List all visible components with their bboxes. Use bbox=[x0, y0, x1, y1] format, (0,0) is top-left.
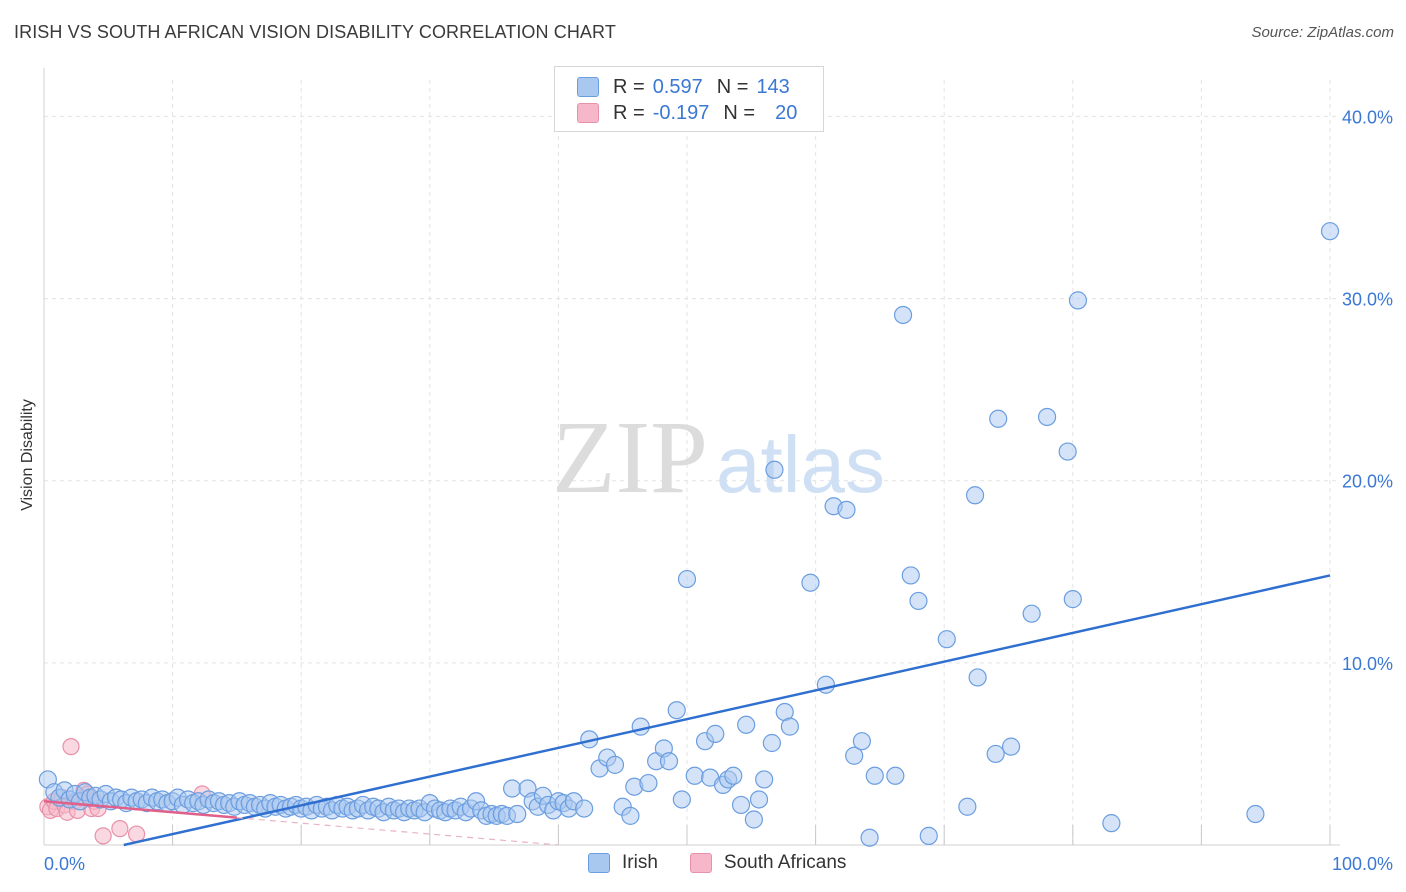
irish-point bbox=[1001, 737, 1021, 756]
legend-item-south-africans[interactable]: South Africans bbox=[689, 852, 847, 874]
irish-point bbox=[1037, 407, 1057, 427]
irish-point bbox=[731, 795, 751, 815]
irish-point bbox=[893, 305, 913, 325]
irish-point bbox=[986, 744, 1005, 764]
n-value: 143 bbox=[756, 75, 790, 98]
irish-point bbox=[801, 573, 820, 592]
irish-point bbox=[865, 766, 884, 785]
irish-point bbox=[706, 724, 725, 743]
irish-point bbox=[1058, 442, 1077, 461]
irish-point bbox=[852, 732, 871, 751]
irish-point bbox=[621, 806, 640, 825]
irish-point bbox=[1068, 291, 1088, 310]
south-africans-swatch bbox=[577, 103, 599, 123]
irish-point bbox=[886, 766, 905, 785]
y-tick-label: 20.0% bbox=[1342, 472, 1393, 492]
n-value: 20 bbox=[775, 101, 798, 124]
irish-point bbox=[762, 733, 781, 753]
legend-item-irish[interactable]: Irish bbox=[588, 852, 658, 874]
irish-point bbox=[845, 746, 864, 765]
tick-labels: 10.0% 20.0% 30.0% 40.0% 0.0% 100.0% bbox=[44, 107, 1393, 874]
irish-point bbox=[1063, 590, 1082, 609]
south-africans-trend-line bbox=[43, 800, 238, 819]
irish-point bbox=[1102, 814, 1121, 833]
irish-point bbox=[909, 591, 928, 611]
irish-point bbox=[901, 566, 920, 585]
irish-point bbox=[860, 828, 879, 847]
irish-point bbox=[724, 766, 743, 785]
watermark-zip: ZIP bbox=[552, 400, 708, 515]
irish-point bbox=[755, 770, 774, 789]
irish-point bbox=[508, 804, 527, 824]
irish-swatch bbox=[588, 853, 610, 873]
south-africans-trend-extension bbox=[236, 817, 559, 846]
source-credit: Source: ZipAtlas.com bbox=[1251, 24, 1394, 41]
irish-point bbox=[659, 752, 679, 771]
r-label: R = bbox=[613, 75, 645, 98]
x-tick-label: 100.0% bbox=[1332, 854, 1393, 874]
irish-point bbox=[667, 701, 686, 720]
irish-point bbox=[765, 460, 784, 479]
irish-point bbox=[937, 630, 956, 649]
correlation-legend: R = 0.597 N = 143 R = -0.197 N = 20 bbox=[554, 66, 824, 132]
south-africans-point bbox=[62, 738, 80, 756]
irish-point bbox=[737, 715, 756, 734]
trend-lines bbox=[43, 574, 1331, 847]
irish-point bbox=[989, 409, 1008, 428]
irish-point bbox=[639, 773, 658, 793]
irish-point bbox=[685, 766, 704, 785]
series-legend: Irish South Africans bbox=[588, 852, 878, 874]
y-tick-label: 40.0% bbox=[1342, 107, 1393, 127]
irish-trend-line bbox=[123, 574, 1331, 847]
axes bbox=[43, 68, 1340, 846]
legend-row-irish: R = 0.597 N = 143 bbox=[577, 73, 790, 101]
irish-point bbox=[968, 668, 987, 687]
watermark-atlas: atlas bbox=[716, 420, 885, 509]
irish-point bbox=[958, 797, 977, 816]
r-label: R = bbox=[613, 101, 645, 124]
south-africans-point bbox=[94, 827, 112, 845]
irish-point bbox=[677, 569, 697, 589]
watermark: ZIP atlas bbox=[552, 400, 885, 515]
x-tick-label: 0.0% bbox=[44, 854, 85, 874]
y-tick-label: 30.0% bbox=[1342, 290, 1393, 310]
irish-point bbox=[575, 799, 594, 818]
irish-point bbox=[965, 486, 985, 505]
irish-point bbox=[837, 500, 856, 519]
irish-point bbox=[1022, 604, 1041, 623]
grid bbox=[44, 80, 1340, 845]
legend-label-south-africans: South Africans bbox=[723, 852, 847, 873]
irish-point bbox=[1246, 804, 1265, 824]
irish-point bbox=[605, 755, 625, 774]
irish-point bbox=[1320, 222, 1340, 241]
irish-point bbox=[631, 717, 650, 736]
n-label: N = bbox=[723, 101, 756, 124]
r-value: 0.597 bbox=[652, 75, 703, 98]
legend-row-south-africans: R = -0.197 N = 20 bbox=[577, 99, 797, 127]
irish-point bbox=[672, 790, 691, 809]
irish-swatch bbox=[577, 77, 599, 97]
south-africans-swatch bbox=[689, 853, 712, 873]
irish-points bbox=[38, 222, 1340, 847]
chart-title: IRISH VS SOUTH AFRICAN VISION DISABILITY… bbox=[14, 22, 616, 42]
legend-label-irish: Irish bbox=[622, 852, 658, 873]
y-axis-label: Vision Disability bbox=[19, 399, 36, 511]
irish-point bbox=[503, 779, 522, 798]
y-tick-label: 10.0% bbox=[1342, 654, 1393, 674]
r-value: -0.197 bbox=[652, 101, 710, 124]
irish-point bbox=[744, 810, 763, 829]
irish-point bbox=[919, 826, 938, 845]
n-label: N = bbox=[716, 75, 749, 98]
irish-point bbox=[749, 790, 769, 809]
south-africans-point bbox=[111, 820, 129, 838]
irish-point bbox=[780, 717, 799, 736]
